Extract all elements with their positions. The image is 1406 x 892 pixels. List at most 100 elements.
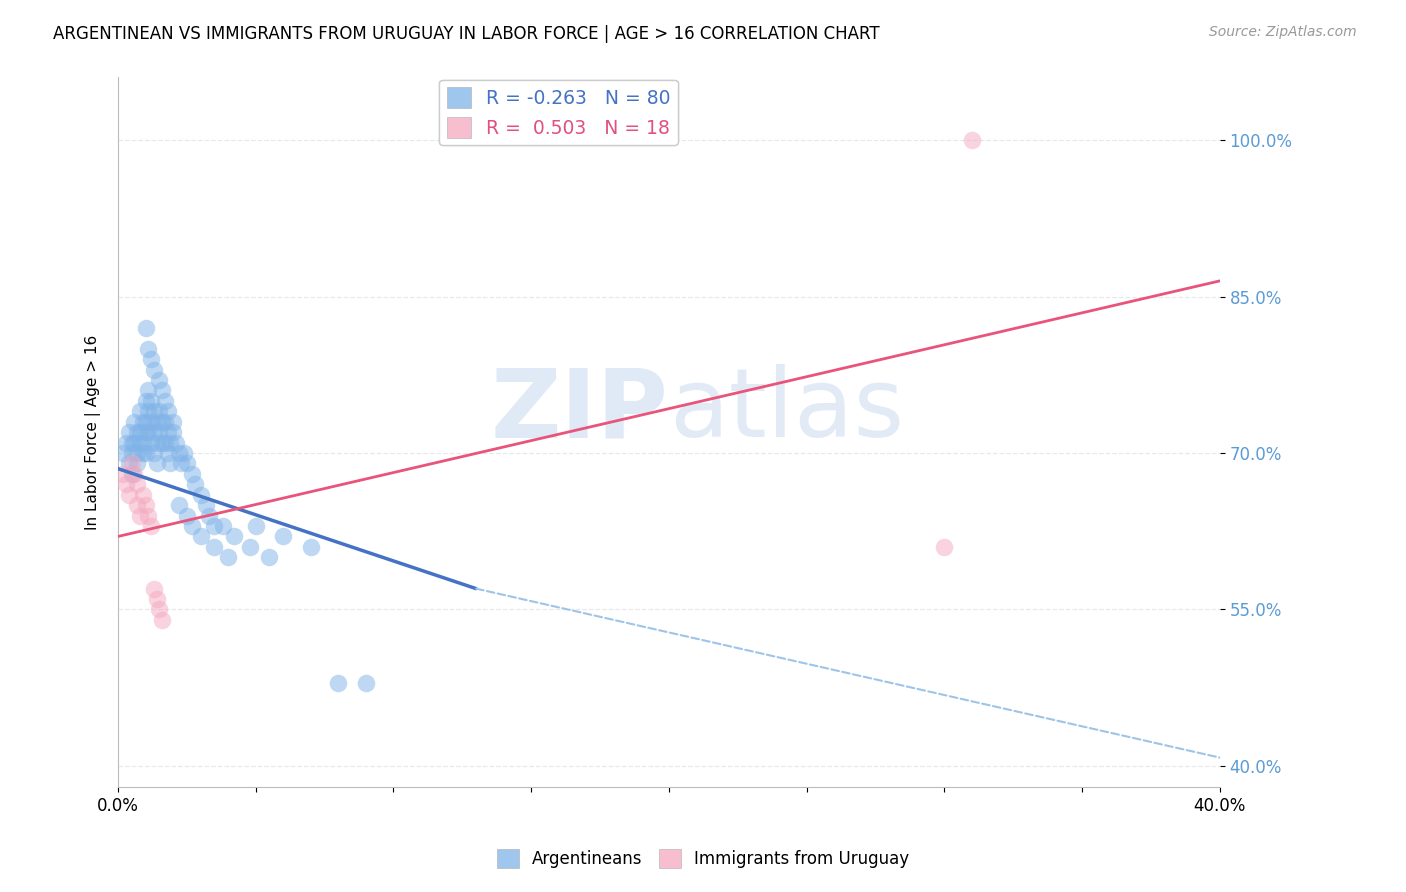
- Point: [134, 415, 156, 429]
- Text: ARGENTINEAN VS IMMIGRANTS FROM URUGUAY IN LABOR FORCE | AGE > 16 CORRELATION CHA: ARGENTINEAN VS IMMIGRANTS FROM URUGUAY I…: [53, 25, 880, 43]
- Point: [184, 477, 207, 491]
- Point: [167, 446, 190, 460]
- Point: [259, 550, 281, 565]
- Point: [159, 435, 181, 450]
- Point: [217, 550, 239, 565]
- Point: [134, 425, 156, 439]
- Text: ZIP: ZIP: [491, 364, 669, 458]
- Point: [121, 435, 143, 450]
- Point: [132, 435, 155, 450]
- Point: [112, 467, 135, 481]
- Point: [173, 446, 195, 460]
- Point: [134, 393, 156, 408]
- Point: [127, 457, 149, 471]
- Y-axis label: In Labor Force | Age > 16: In Labor Force | Age > 16: [86, 334, 101, 530]
- Point: [118, 425, 141, 439]
- Point: [202, 540, 225, 554]
- Point: [129, 404, 152, 418]
- Point: [176, 457, 198, 471]
- Point: [132, 415, 155, 429]
- Point: [115, 435, 138, 450]
- Point: [148, 425, 170, 439]
- Point: [136, 384, 159, 398]
- Point: [148, 373, 170, 387]
- Point: [176, 508, 198, 523]
- Point: [181, 467, 204, 481]
- Point: [127, 477, 149, 491]
- Point: [150, 415, 173, 429]
- Point: [139, 519, 162, 533]
- Point: [145, 415, 167, 429]
- Point: [354, 675, 377, 690]
- Point: [132, 488, 155, 502]
- Point: [159, 457, 181, 471]
- Point: [150, 435, 173, 450]
- Point: [150, 613, 173, 627]
- Point: [139, 435, 162, 450]
- Point: [129, 508, 152, 523]
- Point: [202, 519, 225, 533]
- Point: [167, 498, 190, 512]
- Point: [148, 602, 170, 616]
- Point: [211, 519, 233, 533]
- Point: [156, 446, 179, 460]
- Point: [165, 435, 187, 450]
- Text: Source: ZipAtlas.com: Source: ZipAtlas.com: [1209, 25, 1357, 39]
- Point: [121, 457, 143, 471]
- Point: [153, 435, 176, 450]
- Point: [960, 133, 983, 147]
- Point: [142, 425, 165, 439]
- Point: [124, 467, 146, 481]
- Legend: R = -0.263   N = 80, R =  0.503   N = 18: R = -0.263 N = 80, R = 0.503 N = 18: [439, 79, 678, 145]
- Point: [299, 540, 322, 554]
- Text: atlas: atlas: [669, 364, 904, 458]
- Point: [129, 425, 152, 439]
- Point: [190, 488, 212, 502]
- Point: [121, 446, 143, 460]
- Point: [136, 425, 159, 439]
- Point: [162, 425, 184, 439]
- Point: [142, 404, 165, 418]
- Point: [139, 393, 162, 408]
- Point: [271, 529, 294, 543]
- Point: [142, 582, 165, 596]
- Point: [198, 508, 221, 523]
- Point: [142, 362, 165, 376]
- Point: [245, 519, 267, 533]
- Point: [134, 446, 156, 460]
- Point: [195, 498, 218, 512]
- Point: [134, 321, 156, 335]
- Point: [153, 415, 176, 429]
- Point: [145, 592, 167, 607]
- Point: [134, 498, 156, 512]
- Point: [150, 384, 173, 398]
- Point: [136, 404, 159, 418]
- Point: [136, 508, 159, 523]
- Point: [112, 446, 135, 460]
- Point: [136, 342, 159, 356]
- Point: [156, 425, 179, 439]
- Point: [153, 393, 176, 408]
- Point: [124, 415, 146, 429]
- Point: [118, 488, 141, 502]
- Point: [170, 457, 193, 471]
- Point: [129, 435, 152, 450]
- Point: [328, 675, 350, 690]
- Point: [121, 467, 143, 481]
- Legend: Argentineans, Immigrants from Uruguay: Argentineans, Immigrants from Uruguay: [491, 843, 915, 875]
- Point: [145, 435, 167, 450]
- Point: [127, 446, 149, 460]
- Point: [162, 415, 184, 429]
- Point: [142, 446, 165, 460]
- Point: [127, 498, 149, 512]
- Point: [181, 519, 204, 533]
- Point: [118, 457, 141, 471]
- Point: [934, 540, 956, 554]
- Point: [127, 425, 149, 439]
- Point: [132, 446, 155, 460]
- Point: [124, 435, 146, 450]
- Point: [239, 540, 262, 554]
- Point: [148, 404, 170, 418]
- Point: [190, 529, 212, 543]
- Point: [222, 529, 245, 543]
